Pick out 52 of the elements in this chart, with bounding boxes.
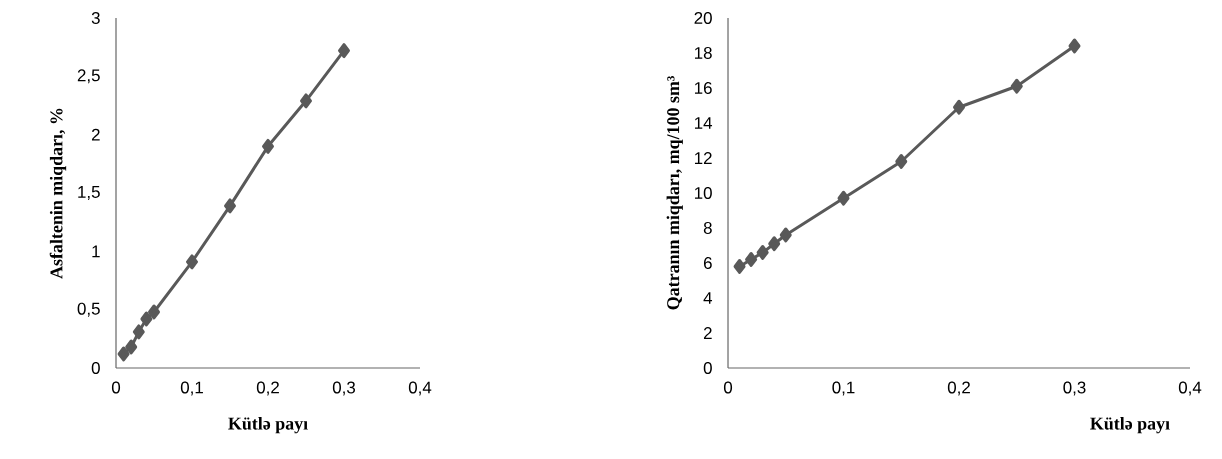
y-tick-label: 2 bbox=[703, 327, 712, 339]
y-tick-label: 1 bbox=[92, 245, 100, 258]
y-tick-label: 16 bbox=[694, 82, 712, 94]
x-tick-label: 0,4 bbox=[1178, 381, 1202, 396]
point bbox=[125, 339, 138, 355]
y-tick-label: 18 bbox=[694, 47, 712, 59]
point bbox=[745, 252, 758, 267]
x-tick-label: 0,1 bbox=[832, 381, 855, 396]
y-axis-title: Qatranın miqdarı, mq/100 sm³ bbox=[666, 76, 683, 310]
point bbox=[1068, 38, 1081, 54]
y-tick-label: 8 bbox=[703, 222, 712, 234]
y-tick-label: 20 bbox=[694, 12, 712, 24]
point bbox=[224, 198, 236, 214]
point bbox=[262, 138, 274, 154]
y-tick-label: 14 bbox=[694, 117, 713, 129]
point bbox=[148, 304, 160, 320]
y-tick-label: 4 bbox=[703, 292, 713, 304]
point bbox=[338, 43, 350, 59]
x-tick-label: 0,2 bbox=[947, 381, 970, 396]
x-tick-label: 0 bbox=[111, 381, 121, 394]
x-axis-title: Kütlə payı bbox=[228, 417, 308, 434]
x-tick-label: 0,3 bbox=[1063, 381, 1086, 396]
point bbox=[756, 245, 769, 260]
point bbox=[733, 259, 746, 274]
y-tick-label: 0 bbox=[91, 362, 100, 374]
point bbox=[140, 311, 153, 327]
point bbox=[837, 190, 850, 206]
x-tick-label: 0,4 bbox=[408, 381, 432, 396]
y-axis-title: Asfaltenin miqdarı, % bbox=[49, 108, 67, 279]
x-axis-title: Kütlə payı bbox=[1090, 417, 1170, 434]
y-tick-label: 10 bbox=[694, 187, 712, 199]
point bbox=[117, 346, 130, 362]
point bbox=[1010, 78, 1023, 94]
y-tick-label: 2 bbox=[91, 128, 100, 141]
point bbox=[953, 99, 965, 115]
y-tick-label: 0,5 bbox=[77, 302, 100, 317]
point bbox=[186, 254, 198, 270]
y-tick-label: 6 bbox=[703, 257, 712, 269]
point bbox=[300, 93, 312, 109]
y-tick-label: 3 bbox=[91, 12, 100, 24]
y-tick-label: 1,5 bbox=[78, 186, 100, 200]
y-tick-label: 0 bbox=[703, 362, 712, 374]
x-tick-label: 0,2 bbox=[256, 381, 279, 396]
x-tick-label: 0,1 bbox=[180, 381, 203, 396]
point bbox=[768, 236, 781, 252]
y-tick-label: 2,5 bbox=[77, 69, 100, 84]
point bbox=[779, 227, 792, 243]
point bbox=[895, 154, 908, 169]
y-tick-label: 12 bbox=[694, 152, 712, 164]
x-tick-label: 0 bbox=[723, 381, 733, 394]
x-tick-label: 0,3 bbox=[332, 381, 356, 396]
point bbox=[132, 324, 145, 340]
